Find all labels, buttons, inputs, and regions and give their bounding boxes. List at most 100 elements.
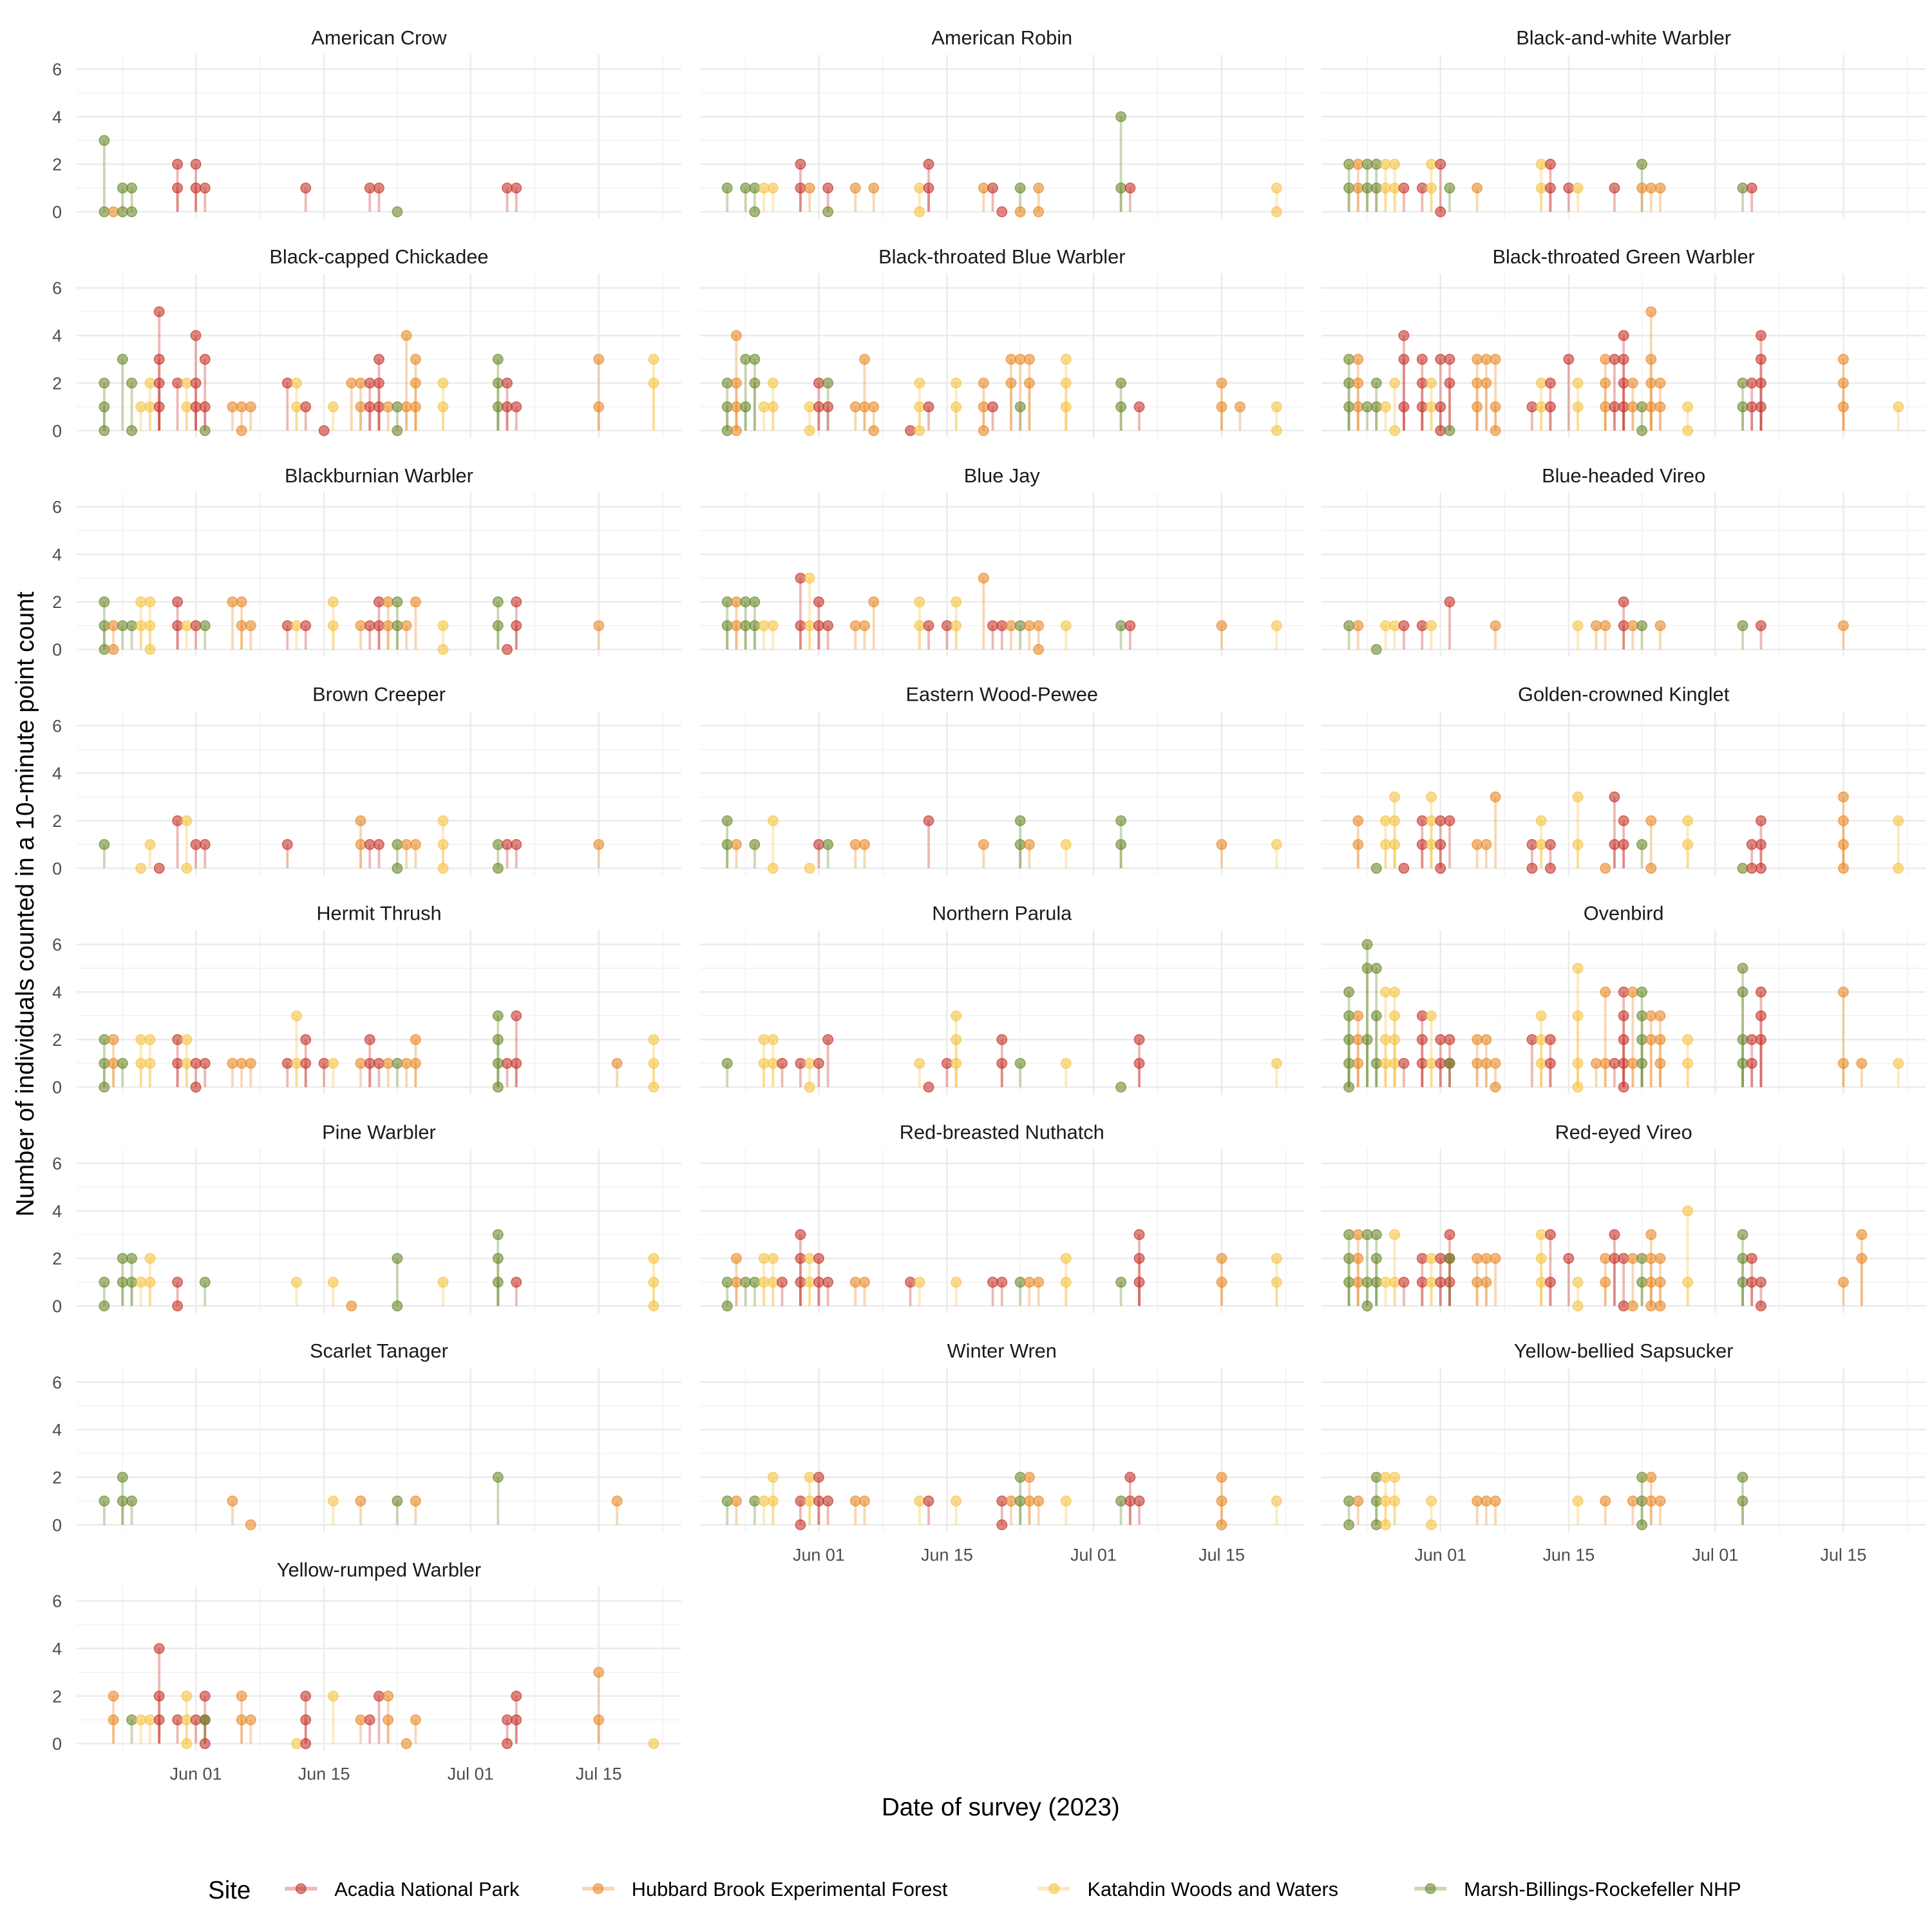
lollipop-point <box>1645 1010 1657 1021</box>
lollipop-point <box>99 377 110 389</box>
y-tick-label: 0 <box>52 421 62 440</box>
lollipop-point <box>1481 838 1492 850</box>
lollipop-point <box>346 1300 357 1312</box>
lollipop-point <box>1444 1253 1455 1264</box>
lollipop-point <box>502 838 513 850</box>
y-tick-label: 4 <box>52 983 62 1002</box>
y-tick-label: 0 <box>52 1515 62 1535</box>
panel-winter-wren: Winter Wren Jun 01 Jun 15 Jul 01 Jul 15 <box>699 1340 1304 1564</box>
lollipop-point <box>1389 620 1401 632</box>
lollipop-point <box>410 1057 421 1069</box>
lollipop-point <box>1544 401 1556 413</box>
lollipop-point <box>144 644 156 655</box>
lollipop-point <box>859 620 870 632</box>
lollipop-point <box>1837 401 1849 413</box>
lollipop-point <box>1490 1495 1501 1507</box>
lollipop-point <box>1600 354 1611 365</box>
lollipop-point <box>492 1229 504 1240</box>
lollipop-point <box>190 158 202 170</box>
lollipop-point <box>1133 1229 1145 1240</box>
lollipop-point <box>1645 306 1657 317</box>
lollipop-point <box>1398 1057 1410 1069</box>
lollipop-point <box>401 838 412 850</box>
x-tick-label: Jul 01 <box>1692 1545 1738 1564</box>
lollipop-point <box>1737 862 1748 874</box>
lollipop-point <box>859 354 870 365</box>
lollipop-point <box>153 862 165 874</box>
lollipop-point <box>1426 182 1437 194</box>
lollipop-point <box>126 182 138 194</box>
lollipop-point <box>190 401 202 413</box>
lollipop-point <box>914 182 925 194</box>
lollipop-point <box>1216 1519 1227 1531</box>
lollipop-point <box>153 1714 165 1726</box>
lollipop-point <box>1636 1495 1648 1507</box>
lollipop-point <box>1416 1034 1428 1045</box>
lollipop-point <box>767 1057 779 1069</box>
lollipop-point <box>804 401 815 413</box>
lollipop-point <box>1627 401 1638 413</box>
lollipop-point <box>99 1034 110 1045</box>
lollipop-point <box>1370 644 1382 655</box>
lollipop-point <box>1426 1519 1437 1531</box>
lollipop-point <box>410 838 421 850</box>
y-tick-label: 0 <box>52 202 62 222</box>
panel-black-and-white-warbler: Black-and-white Warbler <box>1321 26 1926 219</box>
lollipop-point <box>813 377 824 389</box>
lollipop-point <box>117 1495 128 1507</box>
lollipop-point <box>383 1057 394 1069</box>
lollipop-point <box>1600 401 1611 413</box>
lollipop-point <box>1627 986 1638 998</box>
lollipop-point <box>1235 401 1245 413</box>
panel-yellow-rumped-warbler: Yellow-rumped Warbler 0 2 4 6 Jun 01 Jun 15 Jul… <box>52 1558 681 1783</box>
lollipop-point <box>1737 1229 1748 1240</box>
lollipop-point <box>648 1253 659 1264</box>
lollipop-point <box>749 377 761 389</box>
lollipop-point <box>1645 1495 1657 1507</box>
lollipop-point <box>767 1276 779 1288</box>
lollipop-point <box>181 815 193 826</box>
lollipop-point <box>181 377 193 389</box>
lollipop-point <box>1755 862 1766 874</box>
lollipop-point <box>190 1714 202 1726</box>
lollipop-point <box>1023 1472 1035 1483</box>
lollipop-point <box>1416 182 1428 194</box>
lollipop-point <box>1033 1276 1045 1288</box>
lollipop-point <box>1636 1034 1648 1045</box>
lollipop-point <box>1435 425 1446 437</box>
lollipop-point <box>978 377 989 389</box>
lollipop-point <box>135 1276 147 1288</box>
y-tick-label: 6 <box>52 60 62 79</box>
lollipop-point <box>1023 354 1035 365</box>
lollipop-point <box>199 182 211 194</box>
lollipop-point <box>795 1276 806 1288</box>
lollipop-point <box>364 401 375 413</box>
lollipop-point <box>1618 1300 1629 1312</box>
lollipop-point <box>492 354 504 365</box>
lollipop-point <box>1343 1253 1355 1264</box>
lollipop-point <box>392 401 403 413</box>
lollipop-point <box>1544 1229 1556 1240</box>
lollipop-point <box>144 596 156 608</box>
lollipop-point <box>1755 1010 1766 1021</box>
lollipop-point <box>1572 791 1584 802</box>
lollipop-point <box>1746 1276 1757 1288</box>
lollipop-point <box>318 1057 330 1069</box>
lollipop-point <box>1600 986 1611 998</box>
lollipop-point <box>1060 1253 1072 1264</box>
lollipop-point <box>1636 1057 1648 1069</box>
lollipop-point <box>721 377 733 389</box>
lollipop-point <box>1572 838 1584 850</box>
lollipop-point <box>392 425 403 437</box>
lollipop-point <box>1837 1276 1849 1288</box>
lollipop-point <box>1572 620 1584 632</box>
lollipop-point <box>1490 791 1501 802</box>
lollipop-point <box>1115 377 1127 389</box>
lollipop-point <box>859 838 870 850</box>
lollipop-point <box>1426 1276 1437 1288</box>
y-tick-label: 6 <box>52 716 62 735</box>
lollipop-point <box>126 377 138 389</box>
lollipop-point <box>1398 182 1410 194</box>
lollipop-point <box>1352 1010 1364 1021</box>
lollipop-point <box>1416 401 1428 413</box>
